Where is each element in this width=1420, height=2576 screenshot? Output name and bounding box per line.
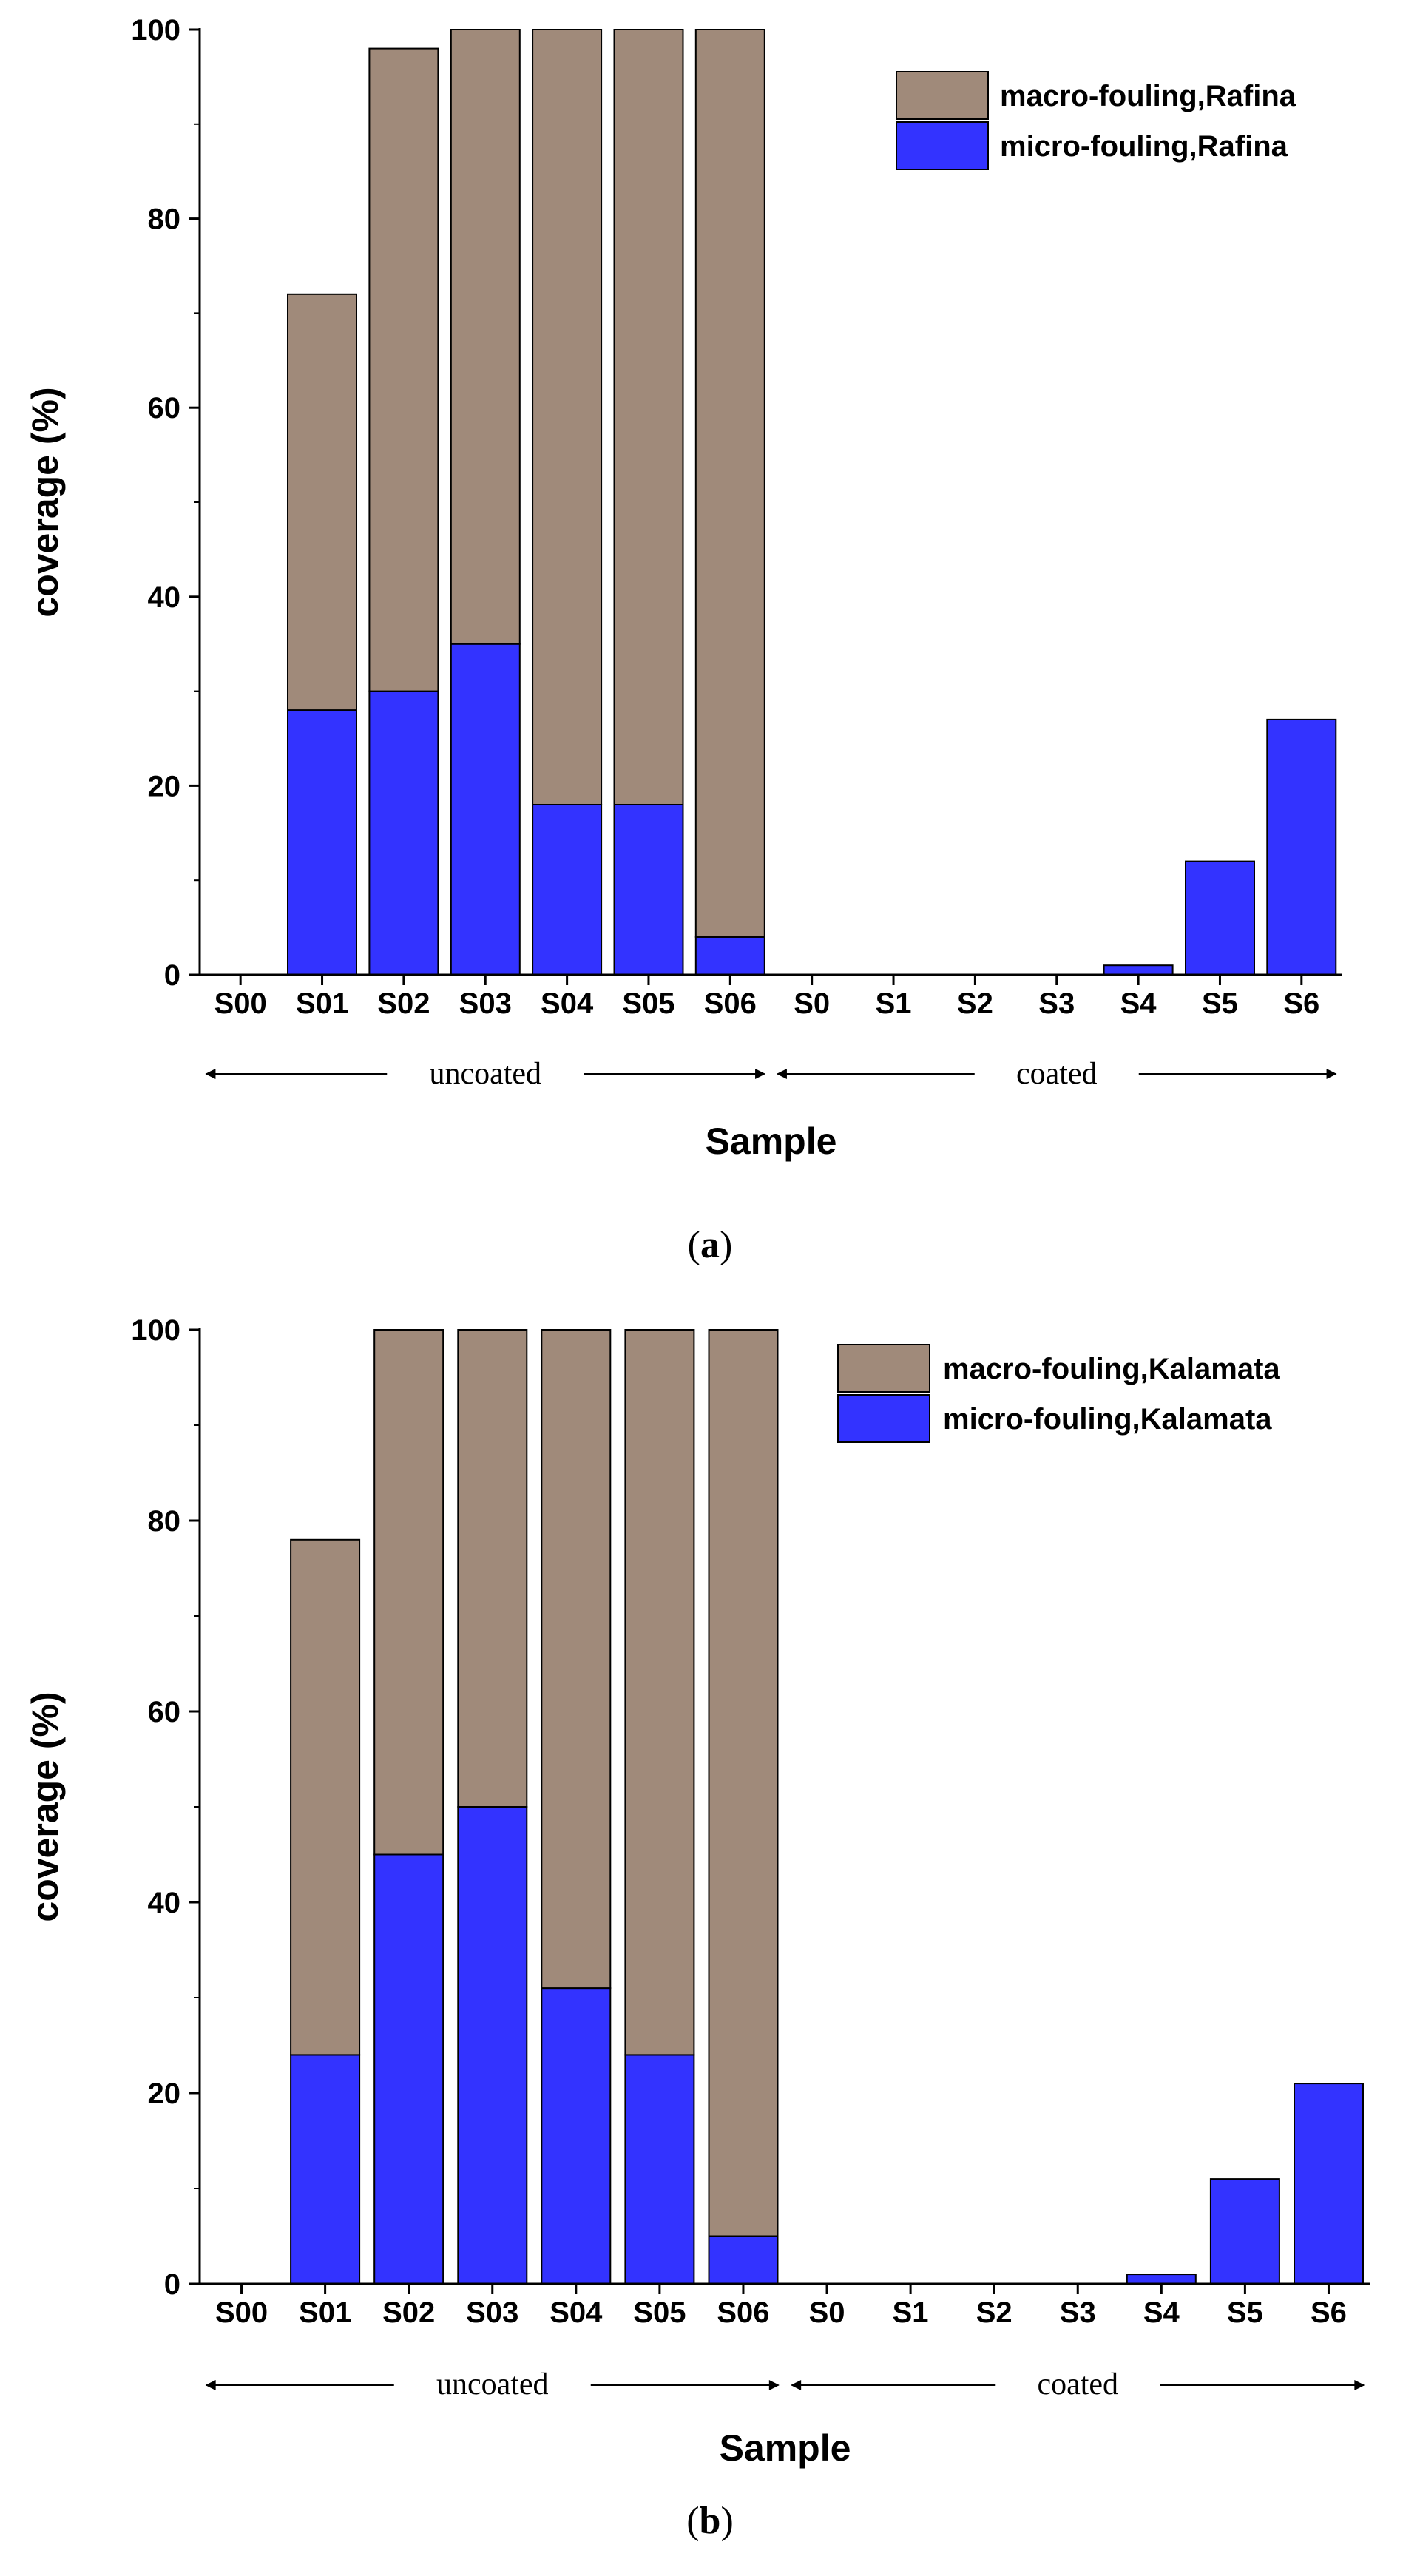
bar-micro-fouling-S06 bbox=[708, 2235, 779, 2285]
y-tick-label: 0 bbox=[164, 2268, 180, 2301]
bar-micro-fouling-S04 bbox=[541, 1987, 612, 2285]
legend-label: micro-fouling,Rafina bbox=[1000, 130, 1288, 163]
bar-macro-fouling-S04 bbox=[532, 29, 603, 805]
x-tick-label-S6: S6 bbox=[1311, 2296, 1347, 2329]
bar-macro-fouling-S03 bbox=[450, 29, 521, 645]
y-tick-label: 60 bbox=[148, 1696, 181, 1728]
x-tick-label-S2: S2 bbox=[957, 987, 993, 1020]
x-tick-label-S4: S4 bbox=[1143, 2296, 1180, 2329]
x-tick-label-S1: S1 bbox=[893, 2296, 929, 2329]
bar-micro-fouling-S02 bbox=[373, 1853, 444, 2285]
legend: macro-fouling,Rafina micro-fouling,Rafina bbox=[896, 71, 1296, 170]
x-tick-label-S01: S01 bbox=[296, 987, 348, 1020]
x-tick-label-S1: S1 bbox=[876, 987, 912, 1020]
y-tick-label: 80 bbox=[148, 1505, 181, 1538]
group-coated: coated bbox=[776, 1057, 1337, 1091]
chart-panel-b: 0 20 40 60 80 100 S00 S01 S02 S03 S04 S05 S06 S0 S1 S2 S… bbox=[24, 1314, 1370, 2542]
group-coated: coated bbox=[791, 2367, 1365, 2401]
bar-macro-fouling-S06 bbox=[708, 1329, 779, 2237]
x-tick-label-S05: S05 bbox=[622, 987, 674, 1020]
y-tick-label: 20 bbox=[148, 2078, 181, 2110]
x-tick-label-S02: S02 bbox=[377, 987, 430, 1020]
x-axis-title: Sample bbox=[720, 2427, 851, 2469]
y-axis-title: coverage (%) bbox=[24, 1691, 66, 1921]
bar-micro-fouling-S5 bbox=[1209, 2178, 1280, 2285]
bar-macro-fouling-S04 bbox=[541, 1329, 612, 1990]
y-tick-label: 60 bbox=[148, 392, 181, 425]
x-tick-label-S02: S02 bbox=[382, 2296, 435, 2329]
y-tick-label: 40 bbox=[148, 581, 181, 614]
legend-label: micro-fouling,Kalamata bbox=[943, 1403, 1272, 1436]
bar-macro-fouling-S03 bbox=[457, 1329, 528, 1808]
group-uncoated: uncoated bbox=[205, 2367, 780, 2401]
group-label: coated bbox=[1037, 2367, 1118, 2401]
y-tick-label: 40 bbox=[148, 1887, 181, 1919]
y-tick-label: 100 bbox=[131, 1314, 180, 1347]
x-tick-label-S5: S5 bbox=[1202, 987, 1238, 1020]
bar-micro-fouling-S02 bbox=[368, 690, 439, 976]
bar-micro-fouling-S4 bbox=[1126, 2274, 1197, 2285]
bar-macro-fouling-S01 bbox=[287, 293, 357, 711]
legend-swatch-micro-fouling bbox=[896, 121, 989, 170]
bar-micro-fouling-S05 bbox=[624, 2054, 695, 2285]
x-tick-label-S03: S03 bbox=[466, 2296, 518, 2329]
group-uncoated: uncoated bbox=[205, 1057, 766, 1091]
y-tick-label: 80 bbox=[148, 203, 181, 236]
x-tick-label-S6: S6 bbox=[1283, 987, 1319, 1020]
x-tick-label-S2: S2 bbox=[976, 2296, 1012, 2329]
x-tick-label-S3: S3 bbox=[1038, 987, 1075, 1020]
x-tick-label-S01: S01 bbox=[299, 2296, 351, 2329]
legend-swatch-macro-fouling bbox=[837, 1344, 930, 1393]
panel-label: (a) bbox=[688, 1224, 733, 1266]
group-label: coated bbox=[1016, 1057, 1098, 1091]
x-tick-label-S00: S00 bbox=[214, 987, 267, 1020]
legend: macro-fouling,Kalamata micro-fouling,Kala… bbox=[837, 1344, 1280, 1443]
x-tick-label-S0: S0 bbox=[794, 987, 830, 1020]
bar-micro-fouling-S03 bbox=[457, 1806, 528, 2285]
legend-label: macro-fouling,Rafina bbox=[1000, 80, 1296, 112]
x-tick-label-S06: S06 bbox=[704, 987, 757, 1020]
bar-micro-fouling-S03 bbox=[450, 643, 521, 976]
bars bbox=[290, 1329, 1364, 2285]
x-tick-label-S04: S04 bbox=[541, 987, 594, 1020]
bar-micro-fouling-S5 bbox=[1185, 860, 1255, 976]
x-axis-title: Sample bbox=[706, 1120, 837, 1162]
y-tick-label: 0 bbox=[164, 959, 180, 992]
x-tick-label-S3: S3 bbox=[1060, 2296, 1096, 2329]
group-label: uncoated bbox=[429, 1057, 541, 1091]
bar-micro-fouling-S6 bbox=[1294, 2083, 1364, 2285]
bar-micro-fouling-S01 bbox=[290, 2054, 361, 2285]
bars bbox=[287, 29, 1337, 976]
y-tick-label: 100 bbox=[131, 14, 180, 47]
y-tick-label: 20 bbox=[148, 770, 181, 802]
chart-panel-a: 0 20 40 60 80 100 S00 S01 S02 S03 S04 S05 S06 S0 S1 S2 S… bbox=[24, 14, 1342, 1266]
group-label: uncoated bbox=[436, 2367, 549, 2401]
bar-macro-fouling-S06 bbox=[694, 29, 765, 938]
x-tick-label-S03: S03 bbox=[459, 987, 512, 1020]
bar-micro-fouling-S01 bbox=[287, 709, 357, 976]
bar-micro-fouling-S05 bbox=[613, 804, 684, 976]
legend-swatch-micro-fouling bbox=[837, 1394, 930, 1443]
bar-micro-fouling-S6 bbox=[1266, 718, 1337, 976]
x-tick-label-S06: S06 bbox=[717, 2296, 769, 2329]
bar-macro-fouling-S05 bbox=[624, 1329, 695, 2056]
x-tick-label-S00: S00 bbox=[215, 2296, 268, 2329]
legend-swatch-macro-fouling bbox=[896, 71, 989, 120]
y-axis-title: coverage (%) bbox=[24, 387, 66, 617]
x-tick-label-S5: S5 bbox=[1227, 2296, 1263, 2329]
x-tick-label-S05: S05 bbox=[633, 2296, 686, 2329]
bar-micro-fouling-S06 bbox=[694, 936, 765, 976]
bar-macro-fouling-S05 bbox=[613, 29, 684, 805]
bar-macro-fouling-S02 bbox=[368, 47, 439, 692]
x-tick-label-S4: S4 bbox=[1120, 987, 1157, 1020]
bar-macro-fouling-S01 bbox=[290, 1538, 361, 2056]
legend-label: macro-fouling,Kalamata bbox=[943, 1353, 1280, 1385]
bar-macro-fouling-S02 bbox=[373, 1329, 444, 1856]
x-tick-label-S0: S0 bbox=[809, 2296, 845, 2329]
x-tick-label-S04: S04 bbox=[550, 2296, 603, 2329]
panel-label: (b) bbox=[686, 2500, 734, 2542]
bar-micro-fouling-S4 bbox=[1103, 964, 1174, 976]
bar-micro-fouling-S04 bbox=[532, 804, 603, 976]
